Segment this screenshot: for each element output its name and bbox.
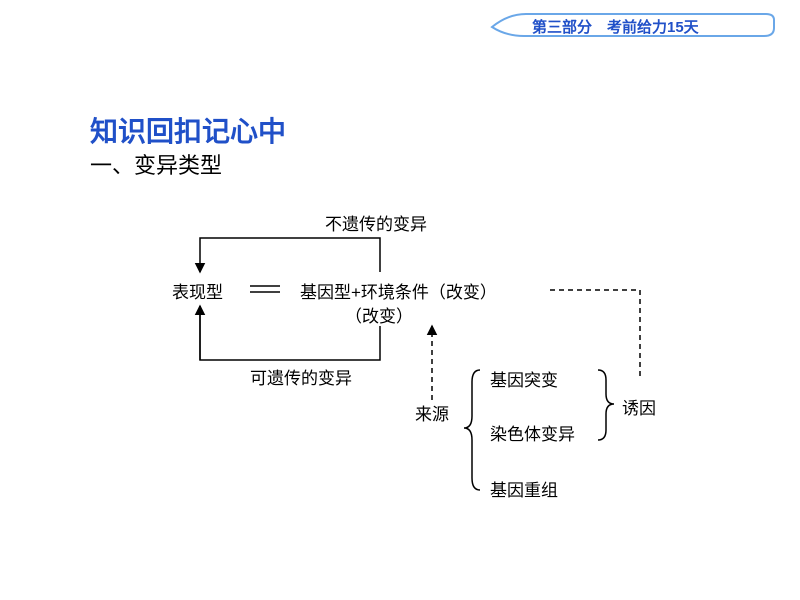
label-recomb: 基因重组 [490, 476, 558, 501]
label-mutation: 基因突变 [490, 366, 558, 391]
label-genotype-env: 基因型+环境条件（改变） [300, 278, 497, 303]
label-top-path: 不遗传的变异 [325, 210, 427, 235]
subtitle: 一、变异类型 [90, 148, 222, 180]
label-chromo: 染色体变异 [490, 420, 575, 445]
label-phenotype: 表现型 [172, 278, 223, 303]
label-inducer: 诱因 [622, 394, 656, 419]
diagram: 不遗传的变异 表现型 基因型+环境条件（改变） （改变） 可遗传的变异 来源 基… [150, 210, 720, 530]
page-title: 知识回扣记心中 [90, 110, 286, 150]
label-bottom-path: 可遗传的变异 [250, 364, 352, 389]
diagram-lines [150, 210, 720, 530]
header-tab: 第三部分 考前给力15天 [490, 12, 780, 42]
header-text: 第三部分 考前给力15天 [532, 16, 699, 37]
label-source: 来源 [415, 400, 449, 425]
label-change-small: （改变） [345, 302, 413, 327]
